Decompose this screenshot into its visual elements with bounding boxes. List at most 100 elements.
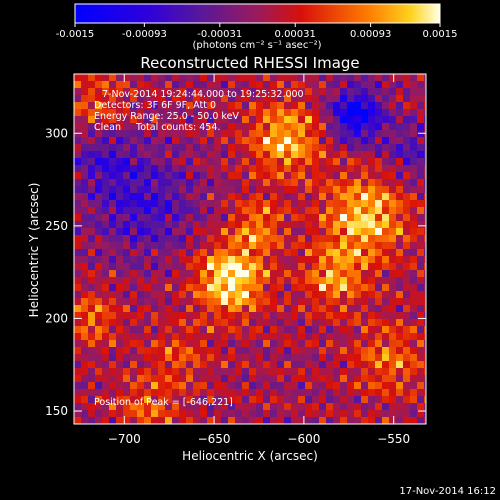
heatmap-cell <box>403 228 411 236</box>
heatmap-cell <box>354 354 362 362</box>
heatmap-cell <box>424 368 426 376</box>
heatmap-cell <box>242 214 250 222</box>
heatmap-cell <box>207 354 215 362</box>
heatmap-cell <box>375 151 383 159</box>
heatmap-cell <box>312 165 320 173</box>
heatmap-cell <box>200 200 208 208</box>
heatmap-cell <box>256 235 264 243</box>
heatmap-cell <box>123 319 131 327</box>
heatmap-cell <box>116 207 124 215</box>
heatmap-cell <box>284 144 292 152</box>
heatmap-cell <box>424 123 426 131</box>
heatmap-cell <box>417 88 425 96</box>
heatmap-cell <box>172 179 180 187</box>
heatmap-cell <box>403 214 411 222</box>
heatmap-cell <box>270 298 278 306</box>
heatmap-cell <box>305 109 313 117</box>
heatmap-cell <box>221 256 229 264</box>
heatmap-cell <box>354 249 362 257</box>
heatmap-cell <box>235 214 243 222</box>
heatmap-cell <box>81 319 89 327</box>
heatmap-cell <box>340 368 348 376</box>
heatmap-cell <box>410 116 418 124</box>
heatmap-cell <box>95 200 103 208</box>
heatmap-cell <box>130 151 138 159</box>
heatmap-cell <box>151 193 159 201</box>
heatmap-cell <box>368 88 376 96</box>
heatmap-cell <box>312 396 320 404</box>
heatmap-cell <box>249 270 257 278</box>
y-tick-label: 200 <box>45 311 68 325</box>
heatmap-cell <box>403 326 411 334</box>
heatmap-cell <box>410 417 418 424</box>
heatmap-cell <box>102 340 110 348</box>
heatmap-cell <box>88 172 96 180</box>
heatmap-cell <box>361 368 369 376</box>
heatmap-cell <box>88 389 96 397</box>
heatmap-cell <box>102 95 110 103</box>
heatmap-cell <box>200 123 208 131</box>
heatmap-cell <box>263 403 271 411</box>
heatmap-cell <box>270 256 278 264</box>
heatmap-cell <box>249 137 257 145</box>
heatmap-cell <box>249 347 257 355</box>
heatmap-cell <box>361 186 369 194</box>
heatmap-cell <box>109 207 117 215</box>
heatmap-cell <box>291 382 299 390</box>
annotation-energy: Energy Range: 25.0 - 50.0 keV <box>94 111 239 122</box>
heatmap-cell <box>116 179 124 187</box>
heatmap-cell <box>242 333 250 341</box>
heatmap-cell <box>207 375 215 383</box>
heatmap-cell <box>151 382 159 390</box>
heatmap-cell <box>354 116 362 124</box>
heatmap-cell <box>382 340 390 348</box>
heatmap-cell <box>403 277 411 285</box>
heatmap-cell <box>291 396 299 404</box>
heatmap-cell <box>305 417 313 424</box>
heatmap-cell <box>368 74 376 82</box>
heatmap-cell <box>361 263 369 271</box>
heatmap-cell <box>298 137 306 145</box>
heatmap-cell <box>74 305 82 313</box>
heatmap-cell <box>319 361 327 369</box>
heatmap-cell <box>95 333 103 341</box>
heatmap-cell <box>347 389 355 397</box>
heatmap-cell <box>333 214 341 222</box>
heatmap-cell <box>312 102 320 110</box>
heatmap-cell <box>389 326 397 334</box>
heatmap-cell <box>417 207 425 215</box>
heatmap-cell <box>221 214 229 222</box>
heatmap-cell <box>123 109 131 117</box>
heatmap-cell <box>144 88 152 96</box>
heatmap-cell <box>375 172 383 180</box>
heatmap-cell <box>396 403 404 411</box>
heatmap-cell <box>333 242 341 250</box>
heatmap-cell <box>221 123 229 131</box>
heatmap-cell <box>165 95 173 103</box>
heatmap-cell <box>235 361 243 369</box>
heatmap-cell <box>109 319 117 327</box>
heatmap-cell <box>207 256 215 264</box>
heatmap-cell <box>326 305 334 313</box>
heatmap-cell <box>151 130 159 138</box>
heatmap-cell <box>410 74 418 82</box>
heatmap-cell <box>396 291 404 299</box>
heatmap-cell <box>130 207 138 215</box>
heatmap-cell <box>200 256 208 264</box>
heatmap-cell <box>403 137 411 145</box>
heatmap-cell <box>109 389 117 397</box>
heatmap-cell <box>277 179 285 187</box>
heatmap-cell <box>144 277 152 285</box>
heatmap-cell <box>137 172 145 180</box>
heatmap-cell <box>333 74 341 82</box>
heatmap-cell <box>396 256 404 264</box>
heatmap-cell <box>270 340 278 348</box>
heatmap-cell <box>256 172 264 180</box>
heatmap-cell <box>207 144 215 152</box>
heatmap-cell <box>256 256 264 264</box>
heatmap-cell <box>354 403 362 411</box>
heatmap-cell <box>403 130 411 138</box>
heatmap-cell <box>228 151 236 159</box>
heatmap-cell <box>424 186 426 194</box>
heatmap-cell <box>375 102 383 110</box>
